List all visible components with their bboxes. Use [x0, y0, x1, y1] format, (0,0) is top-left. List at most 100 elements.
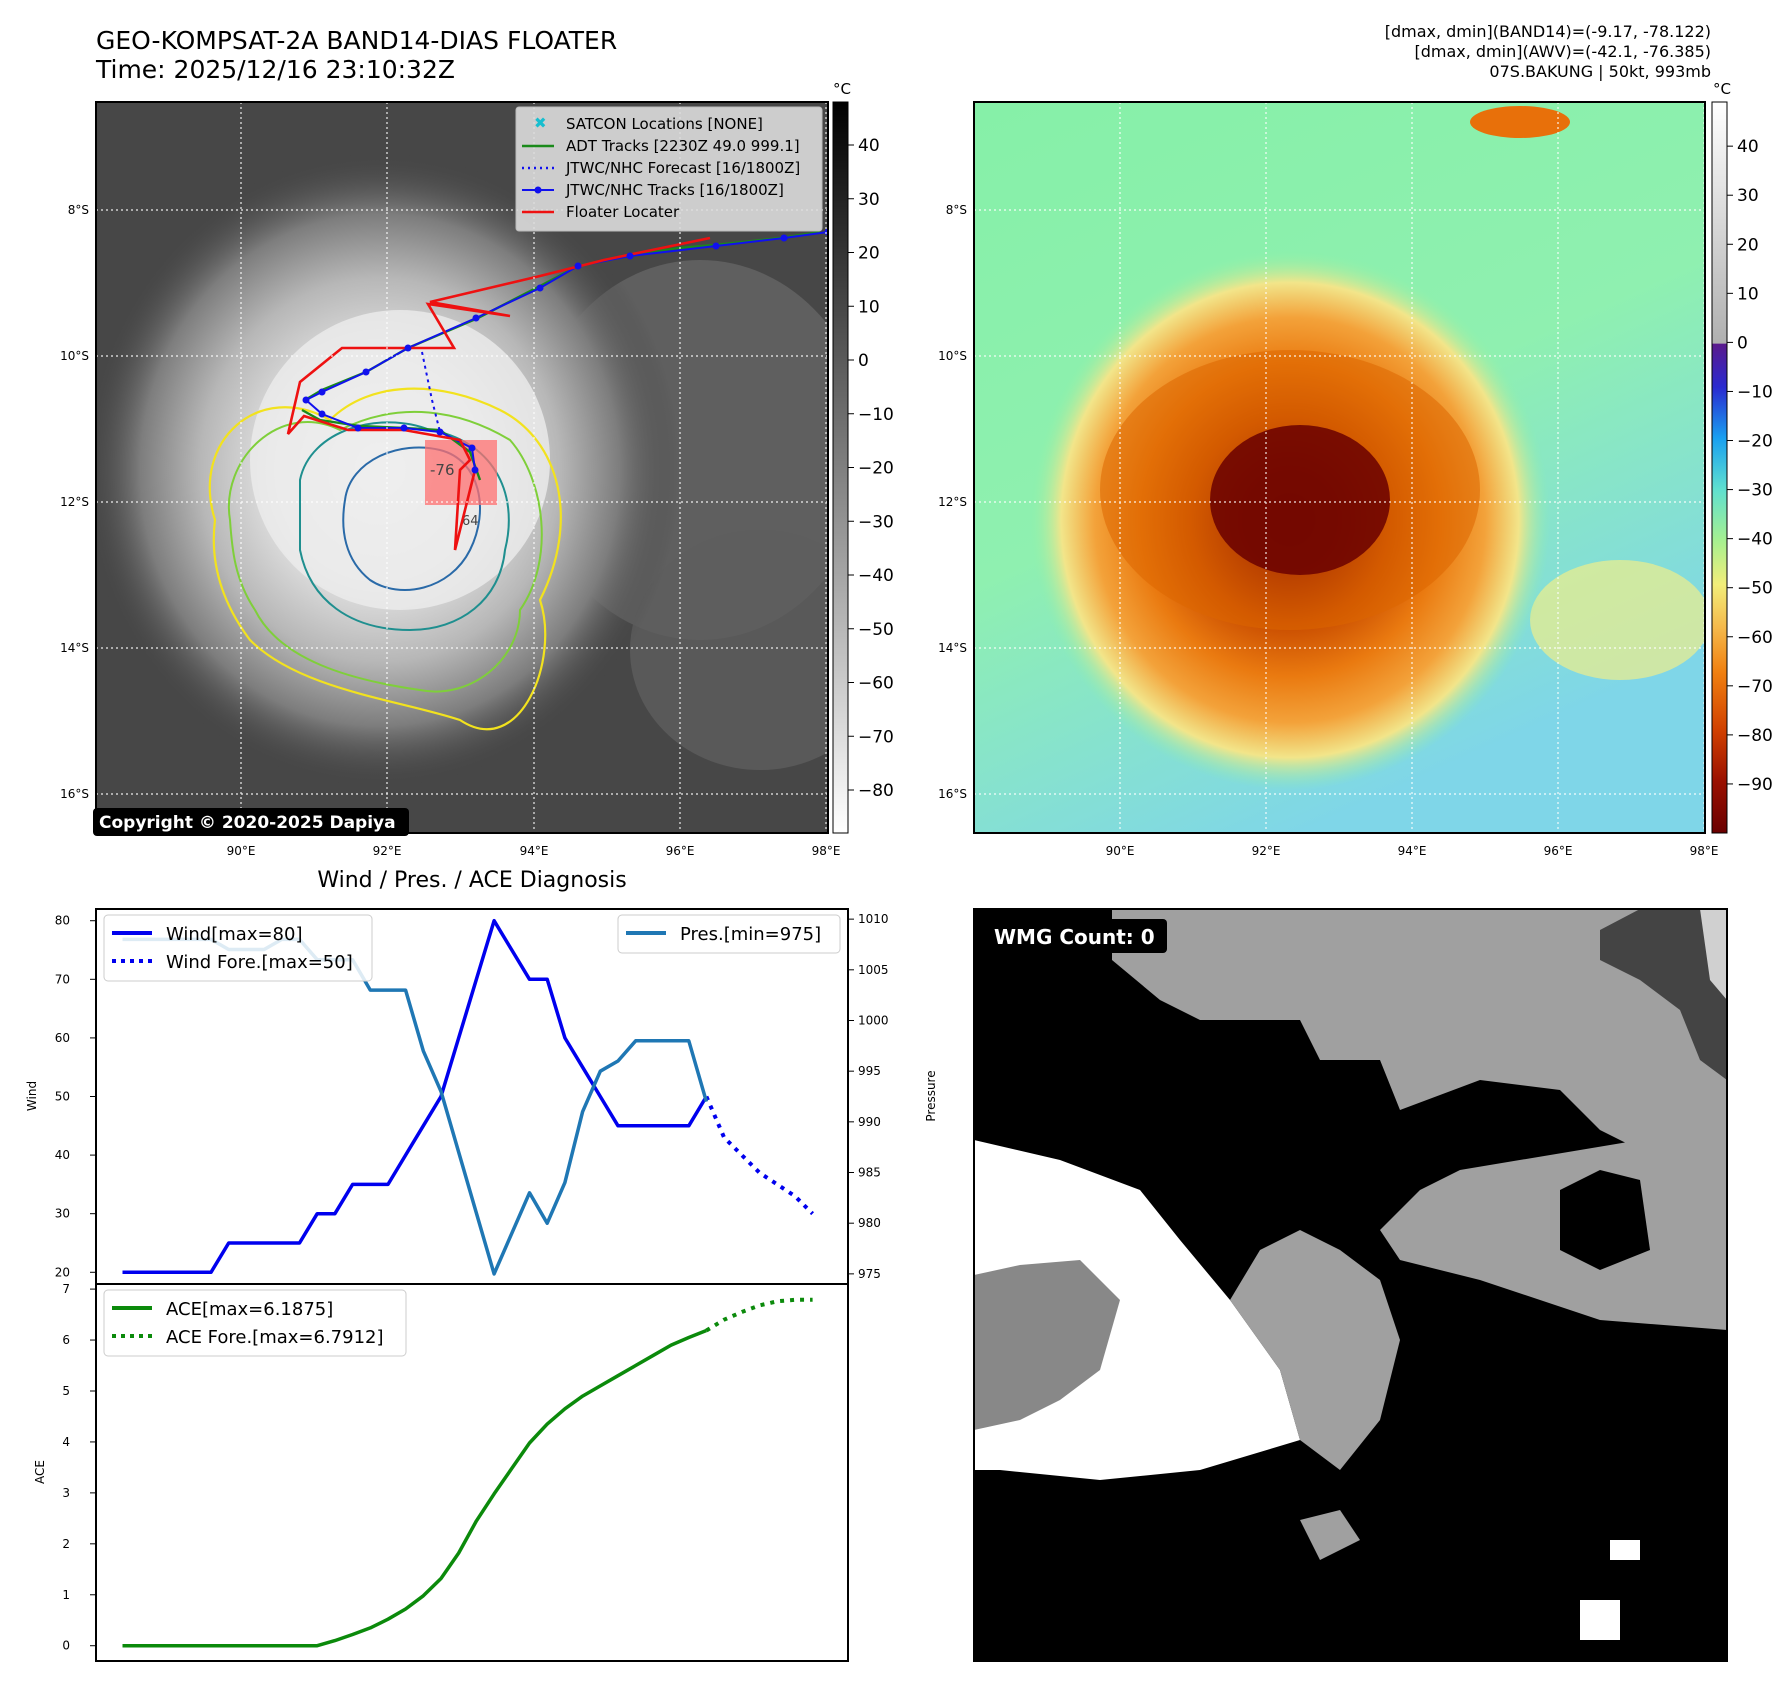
- lon-tick: 96°E: [1544, 844, 1573, 858]
- pres-tick: 985: [858, 1166, 881, 1180]
- colorbar-color-tick: 40: [1737, 137, 1759, 157]
- colorbar-color-tick: −30: [1737, 481, 1773, 501]
- wind-tick: 70: [55, 972, 70, 986]
- legend-forecast: JTWC/NHC Forecast [16/1800Z]: [565, 159, 800, 177]
- wind-tick: 60: [55, 1031, 70, 1045]
- colorbar-gray-tick: −50: [858, 620, 894, 640]
- pres-ylabel: Pressure: [924, 1070, 938, 1121]
- colorbar-color-tick: 30: [1737, 186, 1759, 206]
- floater-locater-line: [286, 236, 711, 551]
- diag-title: Wind / Pres. / ACE Diagnosis: [317, 868, 626, 893]
- ace-tick: 0: [62, 1639, 70, 1653]
- legend-satcon: SATCON Locations [NONE]: [566, 115, 763, 133]
- lon-tick: 94°E: [520, 844, 549, 858]
- colorbar-color-tick: −70: [1737, 677, 1773, 697]
- lon-tick: 90°E: [1106, 844, 1135, 858]
- colorbar-color-unit: °C: [1713, 80, 1731, 98]
- colorbar-color-tick: −20: [1737, 432, 1773, 452]
- colorbar-gray-tick: −80: [858, 781, 894, 801]
- pres-tick: 1010: [858, 912, 889, 926]
- ace-legend: ACE[max=6.1875] ACE Fore.[max=6.7912]: [103, 1289, 407, 1357]
- wind-line: [122, 918, 708, 1275]
- wind-tick: 30: [55, 1207, 70, 1221]
- legend-ace-fore: ACE Fore.[max=6.7912]: [166, 1327, 384, 1348]
- pres-tick: 995: [858, 1064, 881, 1078]
- colorbar-gray-tick: −40: [858, 566, 894, 586]
- lat-tick: 10°S: [60, 349, 89, 363]
- lon-tick: 92°E: [1252, 844, 1281, 858]
- colorbar-gray: [832, 101, 849, 834]
- legend-adt: ADT Tracks [2230Z 49.0 999.1]: [566, 137, 800, 155]
- colorbar-color: [1711, 101, 1728, 834]
- colorbar-color-tick: 20: [1737, 235, 1759, 255]
- map-color: 90°E 92°E 94°E 96°E 98°E 8°S 10°S 12°S 1…: [938, 80, 1773, 858]
- legend-floater: Floater Locater: [566, 203, 680, 221]
- lat-tick: 12°S: [60, 495, 89, 509]
- pres-tick: 990: [858, 1115, 881, 1129]
- lon-tick: 96°E: [666, 844, 695, 858]
- pres-tick: 1005: [858, 963, 889, 977]
- legend-wind: Wind[max=80]: [166, 924, 303, 945]
- wind-tick: 20: [55, 1265, 70, 1279]
- colorbar-gray-tick: 0: [858, 351, 869, 371]
- pres-tick: 980: [858, 1216, 881, 1230]
- ace-forecast-line: [705, 1297, 813, 1333]
- lon-tick: 98°E: [812, 844, 841, 858]
- info-block: [dmax, dmin](BAND14)=(-9.17, -78.122) [d…: [1385, 22, 1711, 82]
- legend-pres: Pres.[min=975]: [680, 924, 821, 945]
- lat-tick: 10°S: [938, 349, 967, 363]
- colorbar-gray-tick: 20: [858, 244, 880, 264]
- title-block: GEO-KOMPSAT-2A BAND14-DIAS FLOATER Time:…: [96, 26, 617, 84]
- colorbar-gray-tick: 30: [858, 190, 880, 210]
- legend-wind-fore: Wind Fore.[max=50]: [166, 952, 353, 973]
- ace-tick: 4: [62, 1435, 70, 1449]
- colorbar-color-tick: −90: [1737, 775, 1773, 795]
- wmg-count: WMG Count: 0: [994, 925, 1155, 949]
- colorbar-color-tick: −50: [1737, 579, 1773, 599]
- wind-legend: Wind[max=80] Wind Fore.[max=50]: [103, 914, 373, 982]
- lon-tick: 90°E: [227, 844, 256, 858]
- lat-tick: 16°S: [60, 787, 89, 801]
- lat-tick: 14°S: [938, 641, 967, 655]
- wind-tick: 80: [55, 914, 70, 928]
- colorbar-gray-tick: −60: [858, 674, 894, 694]
- lat-tick: 12°S: [938, 495, 967, 509]
- ace-tick: 2: [62, 1537, 70, 1551]
- lat-tick: 14°S: [60, 641, 89, 655]
- jtwc-track-line: [304, 231, 828, 491]
- lon-tick: 92°E: [373, 844, 402, 858]
- ace-tick: 6: [62, 1333, 70, 1347]
- colorbar-color-tick: 10: [1737, 284, 1759, 304]
- stats-band14: [dmax, dmin](BAND14)=(-9.17, -78.122): [1384, 22, 1711, 41]
- colorbar-gray-tick: −30: [858, 512, 894, 532]
- storm-info: 07S.BAKUNG | 50kt, 993mb: [1489, 62, 1711, 81]
- wind-tick: 40: [55, 1148, 70, 1162]
- wmg-badge: [979, 919, 1167, 953]
- pres-tick: 1000: [858, 1013, 889, 1027]
- pres-legend: Pres.[min=975]: [617, 914, 841, 954]
- figure-time: Time: 2025/12/16 23:10:32Z: [96, 55, 455, 84]
- colorbar-color-tick: 0: [1737, 333, 1748, 353]
- lat-tick: 8°S: [68, 203, 89, 217]
- contour-label-2: 64: [462, 514, 479, 529]
- ace-tick: 5: [62, 1384, 70, 1398]
- colorbar-color-tick: −60: [1737, 628, 1773, 648]
- map-grayscale: -76 64: [60, 80, 894, 858]
- ace-tick: 3: [62, 1486, 70, 1500]
- wind-pressure-chart: 80 70 60 50 40 30 20 1010 1005 1000 995 990 985 980 9…: [25, 908, 938, 1285]
- legend-tracks: JTWC/NHC Tracks [16/1800Z]: [565, 181, 784, 199]
- lon-tick: 94°E: [1398, 844, 1427, 858]
- colorbar-gray-unit: °C: [833, 80, 851, 98]
- copyright-badge: [93, 808, 409, 836]
- ace-line: [122, 1328, 708, 1648]
- lat-tick: 16°S: [938, 787, 967, 801]
- ace-tick: 7: [62, 1282, 70, 1296]
- wmg-panel: WMG Count: 0: [973, 908, 1728, 1662]
- copyright-text: Copyright © 2020-2025 Dapiya: [99, 813, 396, 833]
- legend-ace: ACE[max=6.1875]: [166, 1299, 333, 1320]
- colorbar-gray-tick: 40: [858, 136, 880, 156]
- colorbar-color-tick: −10: [1737, 382, 1773, 402]
- lat-tick: 8°S: [946, 203, 967, 217]
- colorbar-gray-tick: −20: [858, 459, 894, 479]
